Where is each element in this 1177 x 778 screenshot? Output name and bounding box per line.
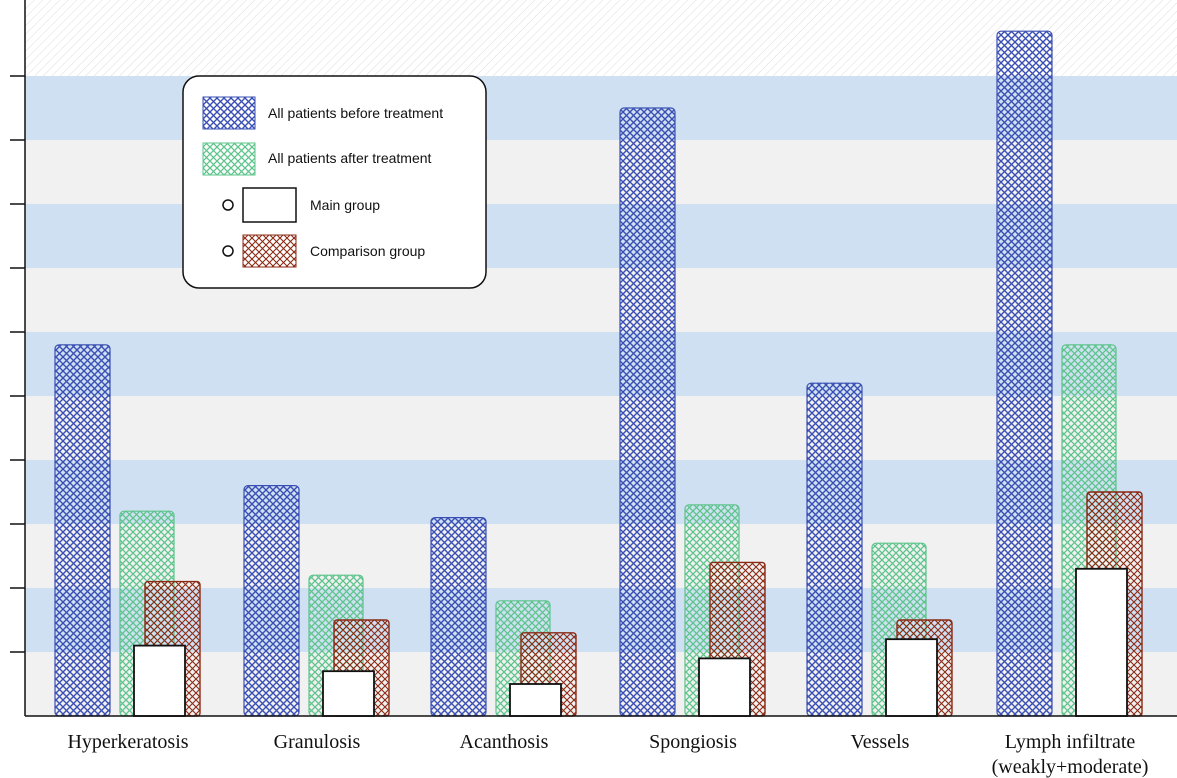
bar-before-treatment <box>243 485 300 717</box>
bars <box>54 30 1143 717</box>
bar-main-group <box>509 683 562 717</box>
legend-swatch-main <box>242 187 297 223</box>
category-label-line: Hyperkeratosis <box>67 731 188 753</box>
category-label-line: (weakly+moderate) <box>992 756 1149 778</box>
legend-label-comparison: Comparison group <box>310 243 425 259</box>
category-labels: Hyperkeratosis Granulosis Acanthosis Spongi… <box>67 731 1148 778</box>
bar-before-treatment <box>996 30 1053 717</box>
legend-label-before: All patients before treatment <box>268 105 443 121</box>
category-label-line: Lymph infiltrate <box>1005 731 1136 753</box>
legend: All patients before treatment All patien… <box>182 75 487 289</box>
legend-swatch-comparison <box>242 234 297 268</box>
category-label: Acanthosis <box>460 731 549 753</box>
bar-before-treatment <box>619 107 676 717</box>
category-label: Vessels <box>851 731 910 753</box>
category-label-line: Spongiosis <box>649 731 737 753</box>
category-label-line: Vessels <box>851 731 910 753</box>
grid-band <box>25 396 1177 460</box>
bar-before-treatment <box>54 344 111 717</box>
bar-before-treatment <box>430 516 487 717</box>
bar-main-group <box>1075 567 1128 717</box>
category-label: Spongiosis <box>649 731 737 753</box>
category-label-line: Acanthosis <box>460 731 549 753</box>
category-label: Lymph infiltrate (weakly+moderate) <box>992 731 1149 778</box>
legend-marker-comparison <box>222 245 234 257</box>
legend-label-main: Main group <box>310 197 380 213</box>
grid-band <box>25 588 1177 652</box>
grid-band <box>25 652 1177 716</box>
grid-band <box>25 524 1177 588</box>
legend-swatch-before <box>202 96 256 130</box>
bar-main-group <box>698 657 751 717</box>
legend-swatch-after <box>202 142 256 176</box>
category-label: Granulosis <box>274 731 361 753</box>
grid-band <box>25 460 1177 524</box>
category-label: Hyperkeratosis <box>67 731 188 753</box>
grid-band <box>25 332 1177 396</box>
bar-before-treatment <box>806 382 863 717</box>
axes <box>10 0 1177 717</box>
category-label-line: Granulosis <box>274 731 361 753</box>
bar-main-group <box>322 670 375 717</box>
bar-main-group <box>885 638 938 717</box>
legend-marker-main <box>222 199 234 211</box>
top-hatched-band <box>25 0 1177 76</box>
bar-main-group <box>133 644 186 717</box>
legend-label-after: All patients after treatment <box>268 150 432 166</box>
